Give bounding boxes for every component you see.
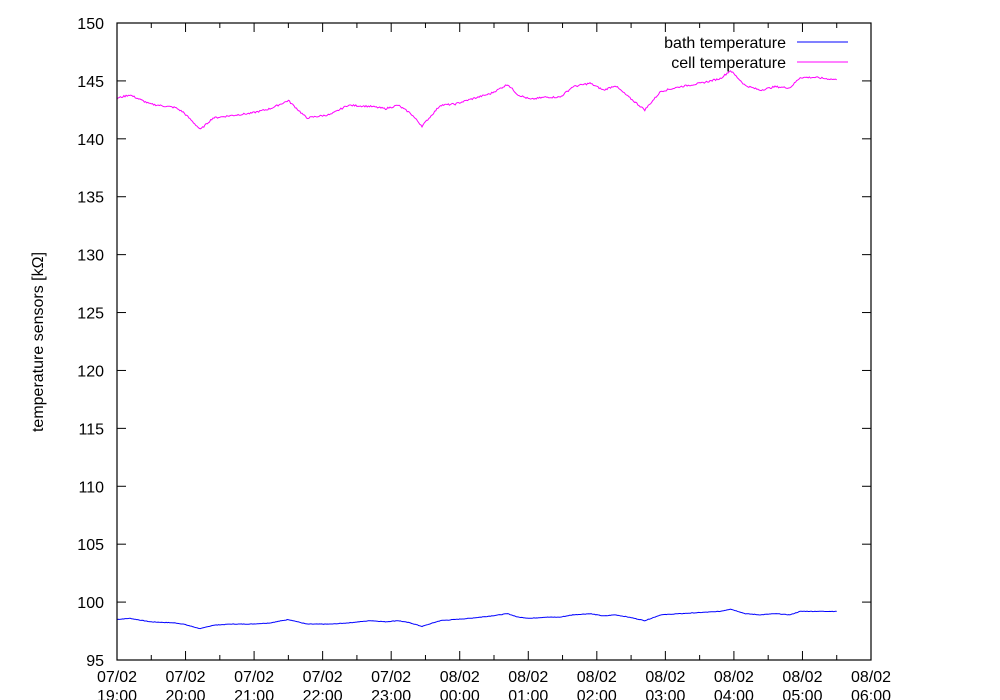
x-tick-label-date: 08/02 xyxy=(645,669,685,686)
y-tick-label: 95 xyxy=(86,653,104,670)
x-tick-label-date: 08/02 xyxy=(577,669,617,686)
x-tick-label-time: 19:00 xyxy=(97,688,137,700)
y-tick-label: 120 xyxy=(77,363,104,380)
axis-ticks: 95 100 105 110 115 120 125 130 135 140 145 150 07/02… xyxy=(77,16,891,700)
series-line-cell xyxy=(116,70,837,130)
y-tick-label: 150 xyxy=(77,16,104,33)
x-tick-label-time: 01:00 xyxy=(508,688,548,700)
x-tick-label-time: 21:00 xyxy=(234,688,274,700)
y-tick-label: 110 xyxy=(78,479,104,496)
y-axis-label: temperature sensors [kΩ] xyxy=(30,252,47,432)
y-tick-label: 100 xyxy=(77,595,104,612)
x-tick-label-time: 00:00 xyxy=(440,688,480,700)
x-tick-label-date: 08/02 xyxy=(508,669,548,686)
series-layer xyxy=(116,70,837,630)
x-tick-label-date: 07/02 xyxy=(97,669,137,686)
x-tick-label-time: 02:00 xyxy=(577,688,617,700)
x-tick-label-date: 08/02 xyxy=(714,669,754,686)
y-tick-label: 140 xyxy=(77,132,104,149)
x-tick-label-date: 07/02 xyxy=(166,669,206,686)
y-tick-label: 105 xyxy=(77,537,104,554)
x-tick-label-time: 06:00 xyxy=(851,688,891,700)
x-tick-label-date: 07/02 xyxy=(234,669,274,686)
plot-frame xyxy=(116,22,872,661)
y-tick-label: 135 xyxy=(77,190,104,207)
x-tick-label-time: 03:00 xyxy=(645,688,685,700)
y-tick-label: 115 xyxy=(78,421,104,438)
x-tick-label-time: 23:00 xyxy=(371,688,411,700)
x-tick-label-time: 20:00 xyxy=(166,688,206,700)
legend: bath temperature cell temperature xyxy=(664,35,848,72)
series-line-bath xyxy=(116,608,837,630)
x-tick-label-time: 22:00 xyxy=(303,688,343,700)
x-tick-label-date: 08/02 xyxy=(440,669,480,686)
x-tick-label-time: 05:00 xyxy=(782,688,822,700)
y-tick-label: 130 xyxy=(77,248,104,265)
x-tick-label-date: 07/02 xyxy=(303,669,343,686)
x-tick-label-time: 04:00 xyxy=(714,688,754,700)
x-tick-label-date: 08/02 xyxy=(782,669,822,686)
legend-label-bath: bath temperature xyxy=(664,35,786,52)
y-tick-label: 145 xyxy=(77,74,104,91)
x-tick-label-date: 08/02 xyxy=(851,669,891,686)
legend-label-cell: cell temperature xyxy=(671,55,786,72)
y-tick-label: 125 xyxy=(77,306,104,323)
x-tick-label-date: 07/02 xyxy=(371,669,411,686)
